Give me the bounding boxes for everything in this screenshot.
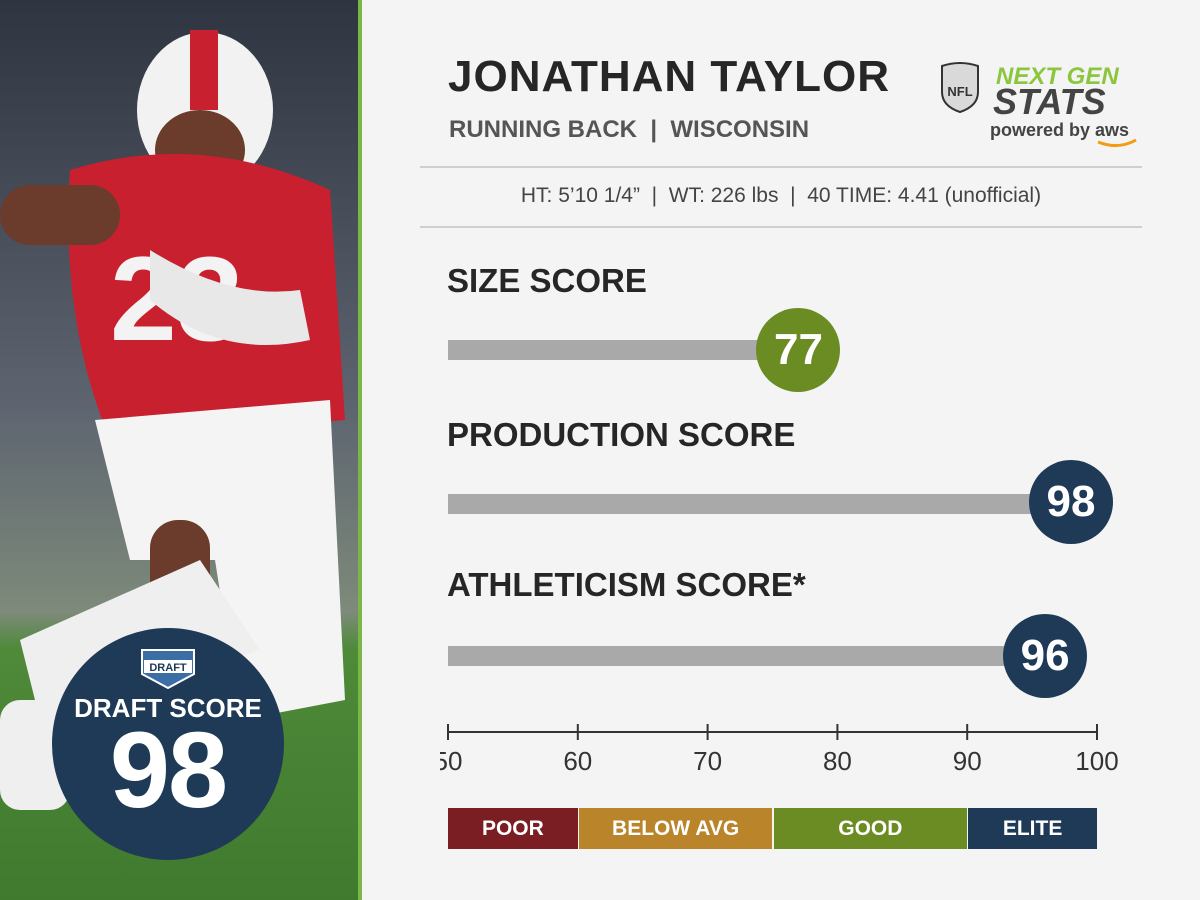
athleticism-score-badge: 96	[1003, 614, 1088, 698]
production-score-badge: 98	[1029, 460, 1114, 544]
axis-tick-label-80: 80	[823, 746, 852, 776]
size-score-bar	[448, 340, 799, 360]
ngs-powered-text: powered by aws	[990, 120, 1129, 140]
tier-good: GOOD	[773, 808, 968, 849]
size-score-badge: 77	[756, 308, 841, 392]
axis-tick-label-100: 100	[1075, 746, 1118, 776]
axis-tick-label-70: 70	[693, 746, 722, 776]
draft-score-label: DRAFT SCORE	[74, 693, 262, 723]
tier-poor: POOR	[448, 808, 578, 849]
production-score-title: PRODUCTION SCORE	[447, 416, 796, 453]
draft-score-value: 98	[109, 709, 228, 830]
nfl-shield-icon: NFL	[941, 62, 979, 114]
header-rule-bottom	[420, 226, 1142, 228]
nfl-shield-text: NFL	[947, 84, 972, 99]
panel-divider	[358, 0, 362, 900]
draft-score-badge: DRAFT DRAFT SCORE 98	[52, 628, 284, 860]
athleticism-score-bar	[448, 646, 1046, 666]
tier-elite: ELITE	[968, 808, 1097, 849]
draft-logo-text: DRAFT	[149, 662, 187, 674]
player-position-school: RUNNING BACK | WISCONSIN	[449, 116, 810, 143]
next-gen-stats-logo: NFL NEXT GEN STATS powered by aws	[941, 62, 1137, 147]
axis-tick-label-60: 60	[563, 746, 592, 776]
score-axis: 50 60 70 80 90 100	[440, 724, 1119, 776]
axis-tick-label-90: 90	[953, 746, 982, 776]
ngs-stats-text: STATS	[993, 81, 1106, 122]
player-measurables: HT: 5’10 1/4” | WT: 226 lbs | 40 TIME: 4…	[520, 184, 1042, 207]
production-score-bar	[448, 494, 1072, 514]
player-photo: 23	[0, 0, 358, 900]
ngs-next-gen-text: NEXT GEN	[996, 63, 1119, 90]
axis-tick-label-50: 50	[440, 746, 462, 776]
nfl-draft-logo-icon: DRAFT	[141, 649, 195, 690]
size-score-title: SIZE SCORE	[447, 262, 647, 299]
aws-smile-icon	[1097, 138, 1137, 147]
header-rule-top	[420, 166, 1142, 168]
player-name: JONATHAN TAYLOR	[448, 52, 890, 101]
player-silhouette: 23	[0, 0, 358, 900]
athleticism-score-title: ATHLETICISM SCORE*	[447, 566, 806, 603]
tier-below-avg: BELOW AVG	[578, 808, 773, 849]
